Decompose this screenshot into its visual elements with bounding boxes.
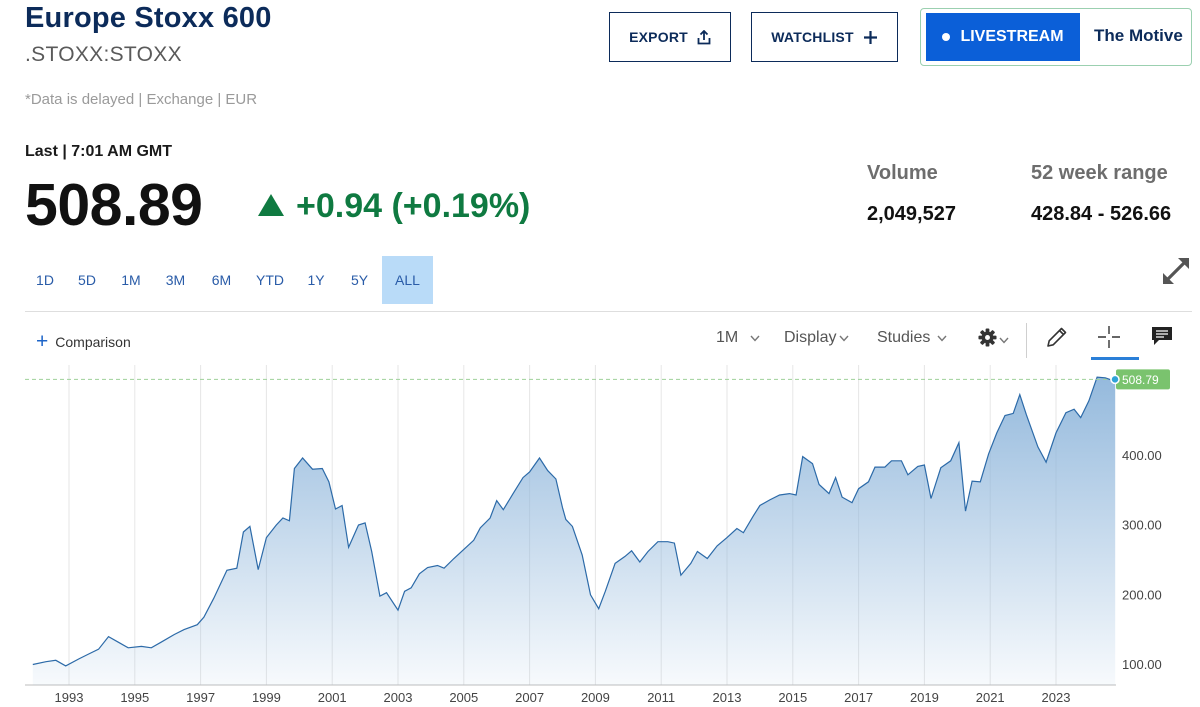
last-value-text: 508.79: [1122, 373, 1159, 387]
x-tick-label: 2015: [778, 690, 807, 705]
x-tick-label: 2007: [515, 690, 544, 705]
interval-dropdown[interactable]: 1M: [716, 329, 760, 347]
interval-label: 1M: [716, 329, 739, 346]
x-tick-label: 2009: [581, 690, 610, 705]
price-line: [32, 376, 1116, 667]
comparison-label: Comparison: [55, 334, 131, 350]
x-tick-label: 2017: [844, 690, 873, 705]
chevron-down-icon: [999, 337, 1009, 344]
crosshair-active-indicator: [1091, 357, 1139, 360]
chevron-down-icon: [750, 335, 760, 342]
x-tick-label: 2023: [1042, 690, 1071, 705]
week-range-label: 52 week range: [1031, 162, 1168, 184]
week-range-value: 428.84 - 526.66: [1031, 203, 1172, 225]
display-label: Display: [784, 329, 837, 346]
chevron-down-icon: [839, 335, 849, 342]
studies-dropdown[interactable]: Studies: [877, 329, 947, 347]
ticker-symbol: .STOXX:STOXX: [25, 43, 182, 66]
time-range-selector: 1D 5D 1M 3M 6M YTD 1Y 5Y ALL: [25, 256, 433, 304]
last-trade-time: Last | 7:01 AM GMT: [25, 143, 173, 160]
x-tick-label: 1995: [120, 690, 149, 705]
x-tick-label: 2013: [713, 690, 742, 705]
x-tick-label: 2003: [384, 690, 413, 705]
x-tick-label: 2021: [976, 690, 1005, 705]
the-motive-link[interactable]: The Motive: [1094, 26, 1183, 45]
up-arrow-icon: [258, 194, 284, 221]
x-tick-label: 1999: [252, 690, 281, 705]
volume-label: Volume: [867, 162, 938, 184]
y-tick-label: 400.00: [1122, 448, 1162, 463]
studies-label: Studies: [877, 329, 931, 346]
range-6m[interactable]: 6M: [211, 272, 232, 288]
y-tick-label: 300.00: [1122, 518, 1162, 533]
share-icon: [697, 29, 711, 45]
range-5y[interactable]: 5Y: [350, 272, 369, 288]
y-tick-label: 100.00: [1122, 657, 1162, 672]
livestream-button[interactable]: LIVESTREAM: [926, 13, 1080, 61]
watchlist-label: WATCHLIST: [771, 29, 854, 45]
x-tick-label: 2011: [647, 690, 675, 705]
toolbar-separator: [1026, 323, 1027, 358]
price-chart: 1993 1995 1997 1999 2001 2003 2005 2007 2009 2011…: [25, 365, 1170, 705]
plus-icon: [863, 30, 878, 45]
range-1d[interactable]: 1D: [36, 272, 54, 288]
section-divider: [25, 311, 1192, 312]
x-tick-label: 2005: [449, 690, 478, 705]
live-dot-icon: [942, 33, 951, 41]
delayed-note: *Data is delayed | Exchange | EUR: [25, 91, 258, 108]
range-ytd[interactable]: YTD: [256, 272, 284, 288]
y-tick-label: 200.00: [1122, 587, 1162, 602]
expand-icon[interactable]: [1160, 255, 1192, 292]
volume-value: 2,049,527: [867, 203, 956, 225]
price-change: +0.94 (+0.19%): [296, 187, 531, 225]
export-label: EXPORT: [629, 29, 688, 45]
price-area-fill: [32, 377, 1116, 685]
range-1m[interactable]: 1M: [121, 272, 141, 288]
range-3m[interactable]: 3M: [165, 272, 186, 288]
watchlist-button[interactable]: WATCHLIST: [751, 12, 898, 62]
gear-icon: [978, 328, 997, 352]
display-dropdown[interactable]: Display: [784, 329, 849, 347]
range-5d[interactable]: 5D: [78, 272, 96, 288]
chevron-down-icon: [937, 335, 947, 342]
x-tick-label: 1993: [55, 690, 84, 705]
livestream-label: LIVESTREAM: [960, 28, 1064, 45]
livestream-panel: [920, 8, 1192, 66]
crosshair-icon[interactable]: [1097, 325, 1121, 349]
comment-icon[interactable]: [1150, 325, 1174, 347]
last-price: 508.89: [25, 172, 203, 238]
page-title: Europe Stoxx 600: [25, 2, 272, 34]
x-tick-label: 2019: [910, 690, 939, 705]
settings-dropdown[interactable]: [978, 328, 1009, 352]
range-all[interactable]: ALL: [382, 256, 433, 304]
last-value-label: 508.79: [1110, 369, 1170, 390]
plus-icon: +: [36, 330, 49, 353]
export-button[interactable]: EXPORT: [609, 12, 731, 62]
range-1y[interactable]: 1Y: [307, 272, 325, 288]
pencil-icon[interactable]: [1045, 325, 1069, 349]
x-tick-label: 2001: [318, 690, 347, 705]
x-tick-label: 1997: [186, 690, 215, 705]
comparison-button[interactable]: + Comparison: [36, 330, 131, 353]
